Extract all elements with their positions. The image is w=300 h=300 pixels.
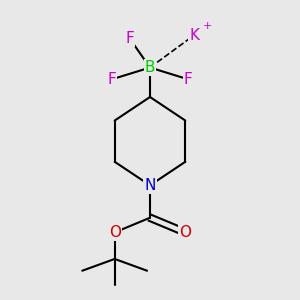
- Text: F: F: [125, 31, 134, 46]
- Text: N: N: [144, 178, 156, 193]
- Text: F: F: [107, 72, 116, 87]
- Text: +: +: [203, 21, 212, 31]
- Text: B: B: [145, 60, 155, 75]
- Text: O: O: [179, 225, 191, 240]
- Text: O: O: [109, 225, 121, 240]
- Text: F: F: [184, 72, 193, 87]
- Text: K: K: [189, 28, 199, 43]
